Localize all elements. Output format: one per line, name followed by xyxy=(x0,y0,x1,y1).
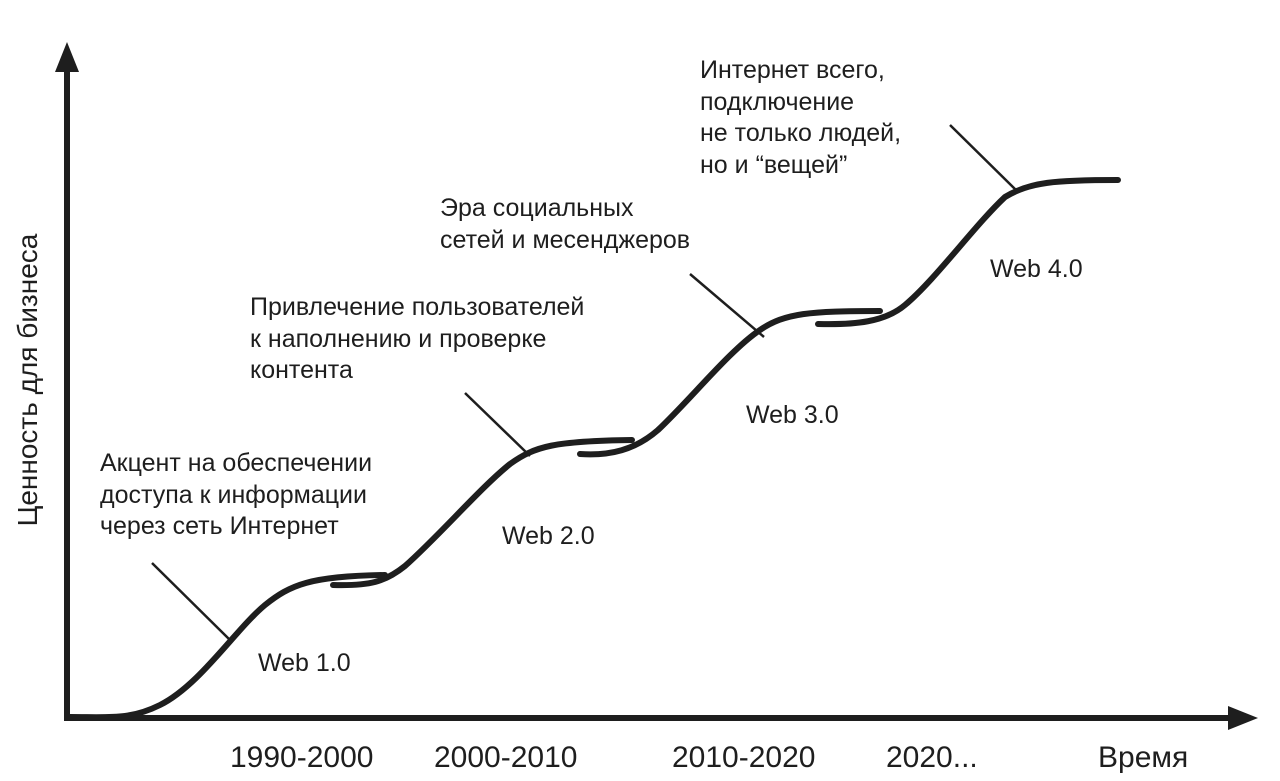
description-line: подключение xyxy=(700,87,855,116)
stage-description-web2: Привлечение пользователей к наполнению и… xyxy=(250,292,584,387)
stage-curve-web2 xyxy=(330,437,635,589)
pointer-line-web4 xyxy=(949,124,1019,193)
period-label-2000-2010: 2000-2010 xyxy=(434,741,578,774)
stage-curve-web1 xyxy=(67,572,388,721)
y-axis-arrowhead xyxy=(55,42,79,72)
stage-description-web4: Интернет всего, подключение не только лю… xyxy=(700,55,901,181)
description-line: к наполнению и проверке xyxy=(250,324,547,353)
description-line: доступа к информации xyxy=(100,480,367,509)
stage-label-web1: Web 1.0 xyxy=(258,649,351,677)
x-axis-arrowhead xyxy=(1228,706,1258,730)
description-line: не только людей, xyxy=(700,119,902,147)
period-label-1990-2000: 1990-2000 xyxy=(230,741,374,774)
stage-label-web3: Web 3.0 xyxy=(746,401,839,429)
description-line: Интернет всего, xyxy=(700,56,885,84)
x-axis-label: Время xyxy=(1098,741,1189,774)
stage-description-web1: Акцент на обеспечении доступа к информац… xyxy=(100,448,372,543)
period-label-2020: 2020... xyxy=(886,741,978,774)
description-line: Эра социальных xyxy=(440,194,634,222)
period-label-2010-2020: 2010-2020 xyxy=(672,741,816,774)
stage-curve-web3 xyxy=(577,308,883,458)
description-line: сетей и месенджеров xyxy=(440,225,691,254)
description-line: контента xyxy=(250,356,353,384)
stage-curve-web4 xyxy=(815,177,1121,328)
stage-label-web2: Web 2.0 xyxy=(502,522,595,550)
description-line: Привлечение пользователей xyxy=(250,293,585,321)
pointer-line-web1 xyxy=(151,562,231,641)
pointer-line-web3 xyxy=(689,273,765,338)
pointer-line-web2 xyxy=(464,392,531,457)
description-line: но и “вещей” xyxy=(700,150,848,179)
description-line: Акцент на обеспечении xyxy=(100,449,373,477)
stage-description-web3: Эра социальных сетей и месенджеров xyxy=(440,193,690,256)
y-axis-label: Ценность для бизнеса xyxy=(12,233,43,527)
stage-label-web4: Web 4.0 xyxy=(990,255,1083,283)
description-line: через сеть Интернет xyxy=(100,512,339,540)
